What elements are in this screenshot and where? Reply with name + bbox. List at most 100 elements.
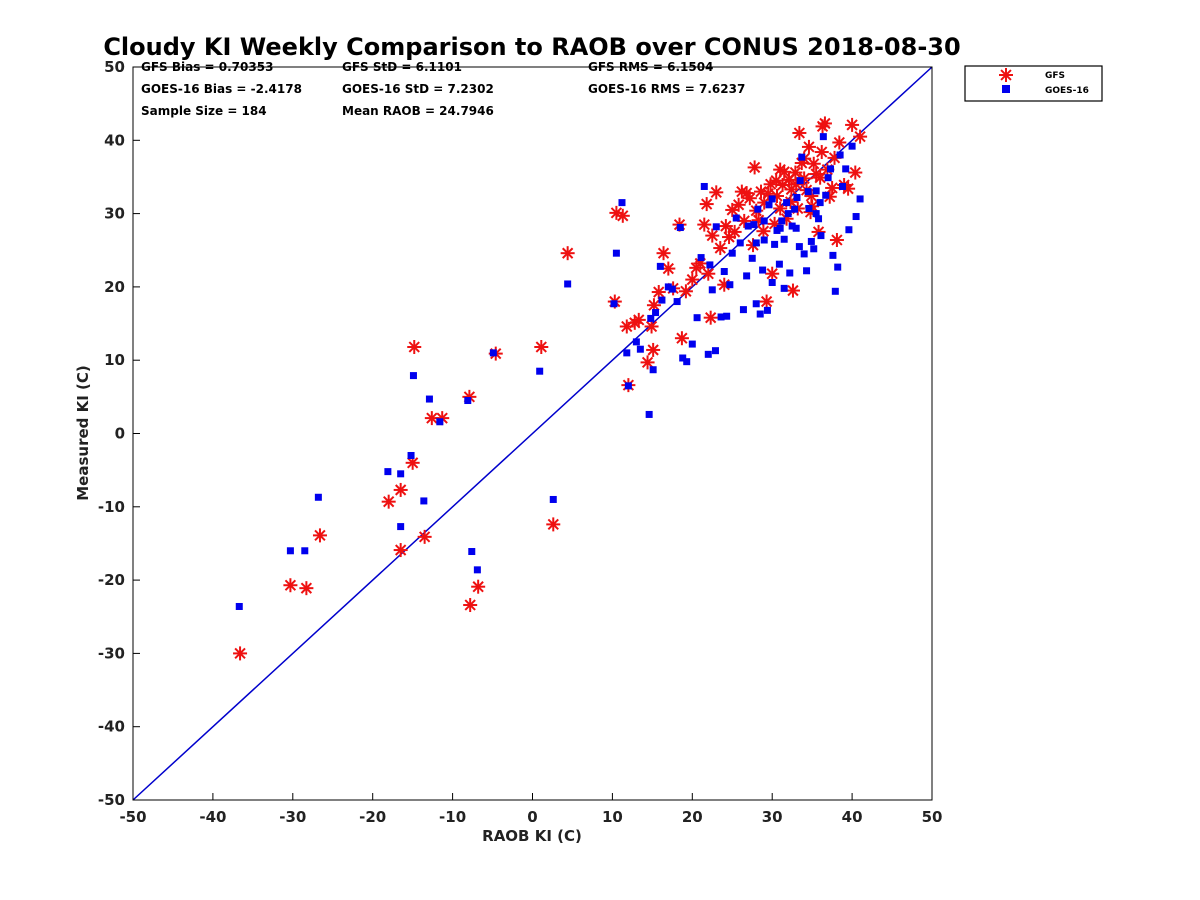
goes16-point	[676, 224, 684, 232]
x-tick-label: -40	[199, 808, 226, 826]
plot-frame	[132, 66, 933, 801]
legend-gfs-marker	[999, 68, 1013, 82]
x-tick-label: -50	[119, 808, 146, 826]
goes16-point	[752, 300, 760, 308]
reference-line	[132, 66, 933, 801]
goes16-point	[623, 349, 631, 357]
goes16-point	[780, 235, 788, 243]
legend: GFS GOES-16	[964, 65, 1103, 102]
stat-goes-bias: GOES-16 Bias = -2.4178	[141, 82, 302, 96]
goes16-point	[743, 272, 751, 280]
goes16-point	[700, 182, 708, 190]
gfs-point	[814, 145, 829, 160]
goes16-point	[812, 187, 820, 195]
goes16-point	[780, 284, 788, 292]
goes16-point	[804, 188, 812, 196]
y-tick-label: 50	[104, 58, 125, 76]
stat-goes-rms: GOES-16 RMS = 7.6237	[588, 82, 745, 96]
goes16-point	[658, 296, 666, 304]
stat-mean-raob: Mean RAOB = 24.7946	[342, 104, 494, 118]
gfs-point	[817, 116, 832, 131]
gfs-point	[727, 224, 742, 239]
gfs-point	[283, 578, 298, 593]
gfs-point	[792, 125, 807, 140]
goes16-point	[436, 418, 444, 426]
y-tick-label: -20	[98, 571, 125, 589]
goes16-point	[819, 133, 827, 141]
gfs-point	[615, 208, 630, 223]
axis-ticks: -50 -40 -30 -20 -10 0 10 20 30 40 50 50 40 30 20 10 0 -10…	[98, 58, 943, 826]
goes16-point	[754, 205, 762, 213]
goes16-point	[409, 372, 417, 380]
goes16-point	[812, 210, 820, 218]
gfs-point	[731, 197, 746, 212]
gfs-point	[697, 217, 712, 232]
gfs-point	[693, 256, 708, 271]
goes16-point	[688, 340, 696, 348]
gfs-point	[761, 186, 776, 201]
goes16-point	[784, 210, 792, 218]
goes16-point	[800, 250, 808, 258]
stat-sample-size: Sample Size = 184	[141, 104, 267, 118]
legend-gfs-label: GFS	[1045, 71, 1065, 81]
gfs-point	[848, 165, 863, 180]
goes16-point	[668, 285, 676, 293]
goes16-point	[783, 199, 791, 207]
goes16-point	[760, 217, 768, 225]
x-tick-label: 50	[922, 808, 943, 826]
goes16-point	[760, 236, 768, 244]
gfs-point	[701, 266, 716, 281]
x-tick-label: 0	[527, 808, 537, 826]
gfs-point	[756, 224, 771, 239]
goes16-point	[712, 223, 720, 231]
goes16-point	[301, 547, 309, 555]
goes16-point	[831, 287, 839, 295]
goes16-point	[842, 165, 850, 173]
goes16-point	[852, 213, 860, 221]
goes16-point	[473, 566, 481, 574]
goes16-point	[765, 201, 773, 209]
chart-title: Cloudy KI Weekly Comparison to RAOB over…	[103, 33, 960, 61]
goes16-point	[728, 249, 736, 257]
gfs-point	[631, 312, 646, 327]
gfs-point	[801, 139, 816, 154]
y-tick-label: -40	[98, 718, 125, 736]
goes16-point	[834, 263, 842, 271]
legend-box	[964, 65, 1103, 102]
goes16-point	[549, 495, 557, 503]
goes16-point	[708, 286, 716, 294]
x-tick-label: 20	[682, 808, 703, 826]
gfs-point	[747, 160, 762, 175]
goes16-point	[652, 309, 660, 317]
stat-goes-std: GOES-16 StD = 7.2302	[342, 82, 494, 96]
goes16-point	[778, 217, 786, 225]
gfs-point	[640, 355, 655, 370]
gfs-point	[769, 173, 784, 188]
goes16-point	[723, 312, 731, 320]
goes16-point	[636, 345, 644, 353]
goes16-point	[771, 240, 779, 248]
legend-goes16-label: GOES-16	[1045, 86, 1089, 96]
gfs-point	[312, 528, 327, 543]
y-tick-label: 20	[104, 278, 125, 296]
goes16-point	[748, 254, 756, 262]
goes16-point	[632, 338, 640, 346]
goes16-point	[807, 237, 815, 245]
goes16-point	[384, 468, 392, 476]
goes16-point	[805, 204, 813, 212]
legend-gfs-asterisk	[999, 68, 1013, 82]
legend-goes16-marker	[1002, 85, 1010, 93]
gfs-point	[825, 180, 840, 195]
gfs-point	[534, 340, 549, 355]
goes16-point	[624, 382, 632, 390]
goes16-point	[706, 261, 714, 269]
goes16-point	[618, 199, 626, 207]
gfs-point	[832, 135, 847, 150]
goes16-point	[397, 470, 405, 478]
goes16-point	[732, 214, 740, 222]
goes16-point	[845, 226, 853, 234]
x-tick-label: 40	[842, 808, 863, 826]
gfs-point	[299, 581, 314, 596]
gfs-point	[829, 232, 844, 247]
goes16-point	[683, 358, 691, 366]
